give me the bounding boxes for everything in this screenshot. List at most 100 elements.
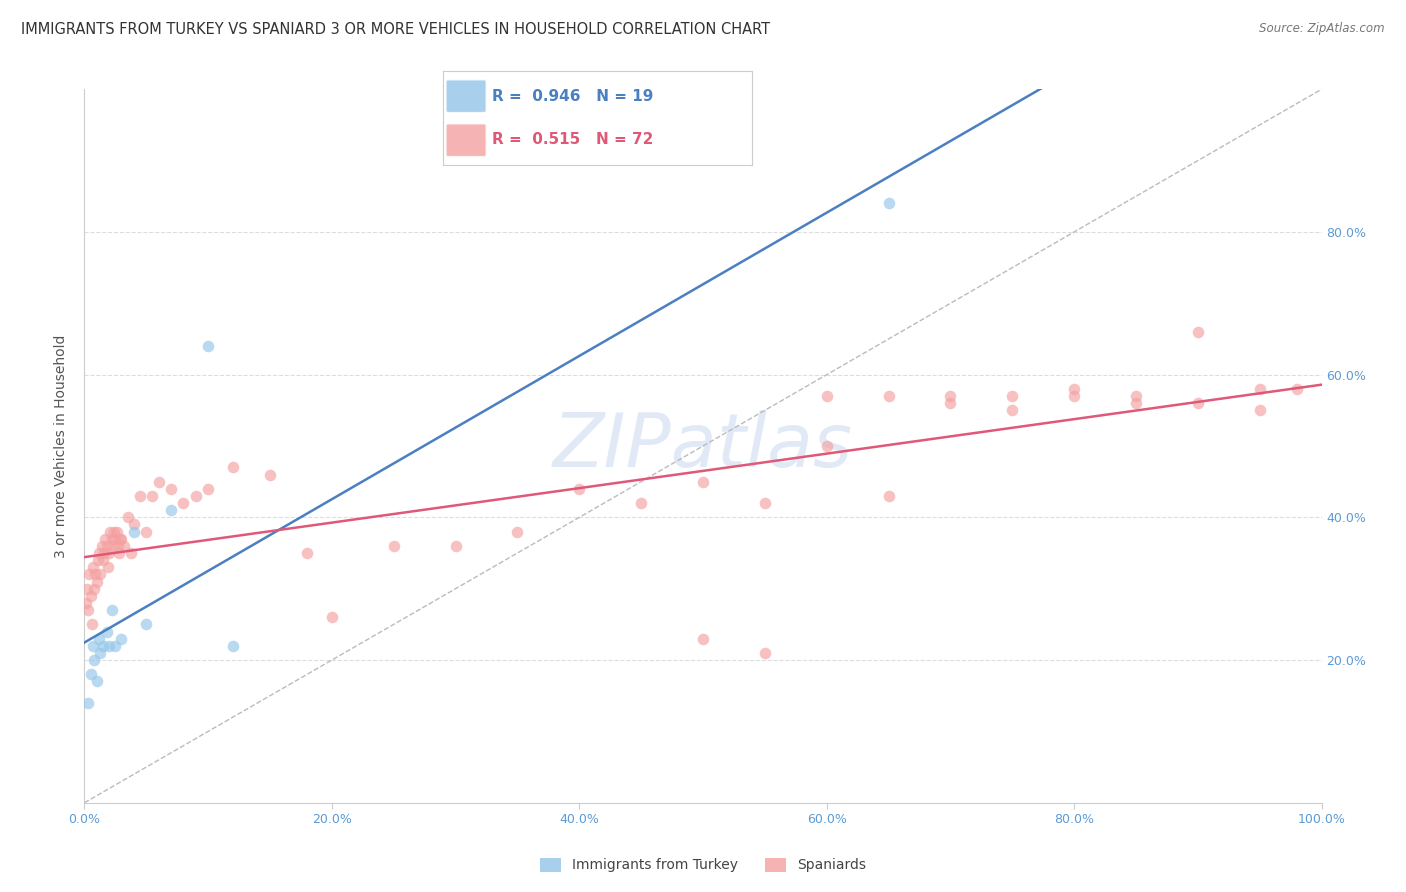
Point (1001, 403, 1024, 417)
Point (630, 496, 652, 510)
Point (754, 496, 776, 510)
Point (1063, 389, 1085, 403)
Point (86, 674, 108, 689)
Point (86, 574, 108, 589)
Point (110, 532, 132, 546)
Point (100, 603, 122, 617)
Point (110, 532, 132, 546)
Point (98, 546, 121, 560)
Point (754, 646, 776, 660)
Point (222, 639, 245, 653)
Point (91, 639, 114, 653)
Point (877, 489, 900, 503)
Point (89, 632, 111, 646)
Point (103, 524, 125, 539)
Point (104, 532, 127, 546)
Point (97, 560, 120, 574)
Point (815, 389, 838, 403)
Point (100, 532, 122, 546)
Point (382, 539, 405, 553)
Point (77, 603, 100, 617)
Point (1125, 396, 1147, 410)
Point (98, 639, 121, 653)
Point (76, 582, 98, 596)
FancyBboxPatch shape (446, 79, 486, 112)
Point (122, 524, 145, 539)
Point (79, 567, 101, 582)
Point (75, 596, 97, 610)
Text: IMMIGRANTS FROM TURKEY VS SPANIARD 3 OR MORE VEHICLES IN HOUSEHOLD CORRELATION C: IMMIGRANTS FROM TURKEY VS SPANIARD 3 OR … (21, 22, 770, 37)
Point (87, 553, 110, 567)
Point (160, 482, 183, 496)
Point (107, 539, 129, 553)
Point (1001, 389, 1024, 403)
Text: Source: ZipAtlas.com: Source: ZipAtlas.com (1260, 22, 1385, 36)
Point (79, 667, 101, 681)
Point (172, 496, 194, 510)
Text: R =  0.946   N = 19: R = 0.946 N = 19 (492, 88, 654, 103)
Point (96, 624, 118, 639)
Point (141, 489, 163, 503)
Point (80, 617, 103, 632)
Point (82, 639, 104, 653)
Point (1249, 382, 1271, 396)
Point (692, 632, 714, 646)
Point (83, 582, 105, 596)
Point (1125, 389, 1147, 403)
Point (1187, 325, 1209, 339)
Point (568, 482, 591, 496)
Point (91, 553, 114, 567)
Point (692, 475, 714, 489)
Point (197, 339, 219, 353)
Point (89, 567, 111, 582)
Point (98, 524, 121, 539)
Point (1249, 403, 1271, 417)
Point (89, 546, 111, 560)
Y-axis label: 3 or more Vehicles in Household: 3 or more Vehicles in Household (55, 334, 69, 558)
Point (104, 639, 127, 653)
Point (815, 439, 838, 453)
Point (135, 617, 157, 632)
Legend: Immigrants from Turkey, Spaniards: Immigrants from Turkey, Spaniards (534, 852, 872, 878)
Point (321, 610, 343, 624)
Point (129, 489, 152, 503)
Point (197, 482, 219, 496)
Point (79, 589, 101, 603)
Point (1063, 382, 1085, 396)
Point (101, 539, 124, 553)
Point (160, 503, 183, 517)
Point (506, 524, 529, 539)
Point (877, 196, 900, 211)
Point (122, 517, 145, 532)
Point (939, 389, 962, 403)
Point (222, 460, 245, 475)
Point (96, 539, 118, 553)
Point (117, 510, 139, 524)
Text: R =  0.515   N = 72: R = 0.515 N = 72 (492, 132, 654, 147)
Point (105, 524, 128, 539)
Point (93, 546, 115, 560)
Point (148, 475, 170, 489)
Point (112, 539, 135, 553)
Point (94, 532, 117, 546)
Point (939, 396, 962, 410)
Point (184, 489, 207, 503)
Point (83, 653, 105, 667)
Point (1187, 396, 1209, 410)
Point (120, 546, 142, 560)
Point (82, 560, 104, 574)
Point (259, 467, 281, 482)
Point (108, 546, 131, 560)
Point (444, 539, 467, 553)
Point (110, 632, 132, 646)
Point (877, 389, 900, 403)
Text: ZIPatlas: ZIPatlas (553, 410, 853, 482)
Point (84, 567, 107, 582)
Point (295, 546, 318, 560)
Point (77, 696, 100, 710)
FancyBboxPatch shape (446, 124, 486, 157)
Point (90, 539, 112, 553)
Point (1285, 382, 1308, 396)
Point (89, 646, 111, 660)
Point (135, 524, 157, 539)
